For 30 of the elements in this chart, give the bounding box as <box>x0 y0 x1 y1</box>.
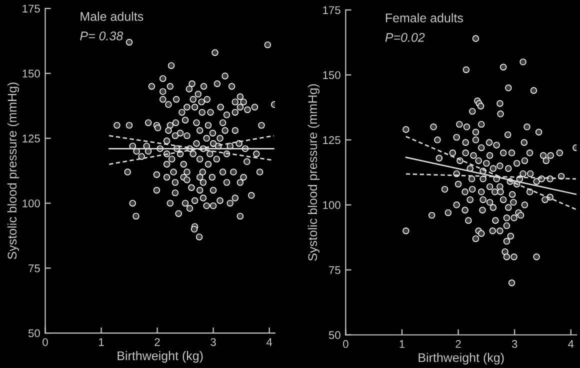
x-tick-label: 1 <box>400 340 405 348</box>
x-tick-label: 0 <box>343 340 348 348</box>
x-tick-label: 1 <box>99 338 104 346</box>
y-axis-title: Systolic blood pressure (mmHg) <box>308 84 320 261</box>
x-tick-label: 0 <box>42 338 48 346</box>
y-tick-label: 100 <box>22 199 40 208</box>
y-tick-label: 150 <box>323 71 340 80</box>
y-tick-label: 50 <box>328 331 340 340</box>
x-tick-label: 3 <box>210 338 216 346</box>
x-axis-title: Birthweight (kg) <box>118 351 203 363</box>
y-axis-title: Systolic blood pressure (mmHg) <box>7 82 20 260</box>
y-tick-label: 150 <box>22 70 40 78</box>
y-tick-label: 100 <box>323 201 340 210</box>
y-tick-label: 175 <box>22 4 40 13</box>
y-tick-label: 75 <box>28 264 40 272</box>
x-tick-label: 2 <box>154 338 160 346</box>
y-tick-label: 50 <box>28 329 40 338</box>
annotation: P= 0.38 <box>80 32 124 40</box>
y-tick-label: 75 <box>329 266 340 274</box>
x-tick-label: 3 <box>512 340 518 348</box>
x-tick-label: 4 <box>266 338 272 346</box>
y-tick-label: 125 <box>323 136 340 144</box>
annotation: Male adults <box>80 12 144 21</box>
x-tick-label: 4 <box>568 340 574 348</box>
y-tick-label: 125 <box>22 134 40 142</box>
x-tick-label: 2 <box>456 340 461 348</box>
y-tick-label: 175 <box>323 6 340 14</box>
x-axis-title: Birthweight (kg) <box>418 352 504 365</box>
annotation: P=0.02 <box>385 33 425 42</box>
annotation: Female adults <box>386 13 463 22</box>
